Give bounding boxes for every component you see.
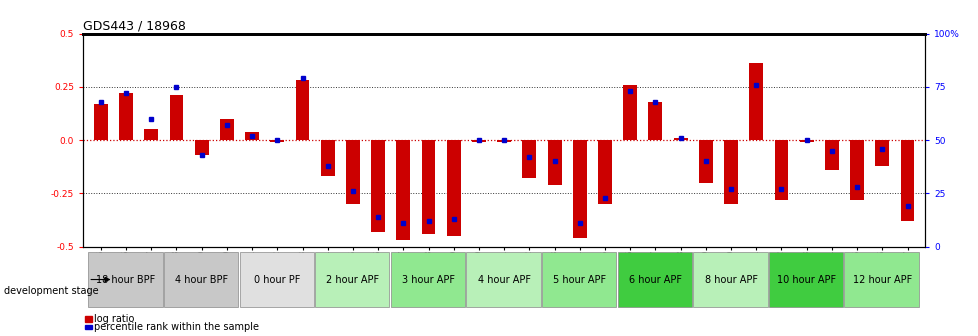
FancyBboxPatch shape xyxy=(692,252,767,307)
Bar xyxy=(874,140,888,166)
Text: 4 hour APF: 4 hour APF xyxy=(477,275,530,285)
Text: GDS443 / 18968: GDS443 / 18968 xyxy=(83,19,186,33)
Bar xyxy=(900,140,913,221)
Bar xyxy=(94,104,108,140)
FancyBboxPatch shape xyxy=(88,252,162,307)
Bar xyxy=(119,93,133,140)
FancyBboxPatch shape xyxy=(466,252,540,307)
Text: 0 hour PF: 0 hour PF xyxy=(254,275,300,285)
Bar xyxy=(598,140,611,204)
Text: log ratio: log ratio xyxy=(94,313,134,324)
Text: 2 hour APF: 2 hour APF xyxy=(326,275,379,285)
Bar xyxy=(422,140,435,234)
Bar xyxy=(244,132,259,140)
FancyBboxPatch shape xyxy=(768,252,842,307)
Text: 18 hour BPF: 18 hour BPF xyxy=(97,275,156,285)
Text: 3 hour APF: 3 hour APF xyxy=(402,275,455,285)
Bar xyxy=(698,140,712,183)
Bar xyxy=(396,140,410,240)
Bar xyxy=(724,140,737,204)
Bar xyxy=(321,140,334,176)
Bar xyxy=(270,140,284,142)
FancyBboxPatch shape xyxy=(617,252,691,307)
Bar xyxy=(295,80,309,140)
Bar xyxy=(446,140,461,236)
Text: 8 hour APF: 8 hour APF xyxy=(704,275,757,285)
Bar xyxy=(220,119,234,140)
Bar xyxy=(345,140,360,204)
FancyBboxPatch shape xyxy=(844,252,918,307)
Text: 12 hour APF: 12 hour APF xyxy=(852,275,911,285)
FancyBboxPatch shape xyxy=(240,252,314,307)
Bar xyxy=(623,85,637,140)
Text: 10 hour APF: 10 hour APF xyxy=(777,275,835,285)
Bar xyxy=(471,140,485,142)
Bar xyxy=(195,140,208,155)
Text: 6 hour APF: 6 hour APF xyxy=(628,275,682,285)
Text: percentile rank within the sample: percentile rank within the sample xyxy=(94,322,259,332)
FancyBboxPatch shape xyxy=(542,252,616,307)
Bar xyxy=(647,102,662,140)
Bar xyxy=(748,64,763,140)
Text: development stage: development stage xyxy=(4,286,99,296)
Bar xyxy=(572,140,586,238)
Bar xyxy=(169,95,183,140)
Bar xyxy=(371,140,384,232)
Bar xyxy=(522,140,536,178)
Bar xyxy=(547,140,561,185)
Bar xyxy=(497,140,511,142)
Text: 5 hour APF: 5 hour APF xyxy=(553,275,605,285)
Text: 4 hour BPF: 4 hour BPF xyxy=(175,275,228,285)
Bar xyxy=(824,140,838,170)
Bar xyxy=(849,140,864,200)
Bar xyxy=(673,138,687,140)
FancyBboxPatch shape xyxy=(163,252,238,307)
Bar xyxy=(799,140,813,142)
FancyBboxPatch shape xyxy=(315,252,389,307)
Bar xyxy=(774,140,787,200)
Bar xyxy=(144,129,158,140)
FancyBboxPatch shape xyxy=(390,252,465,307)
